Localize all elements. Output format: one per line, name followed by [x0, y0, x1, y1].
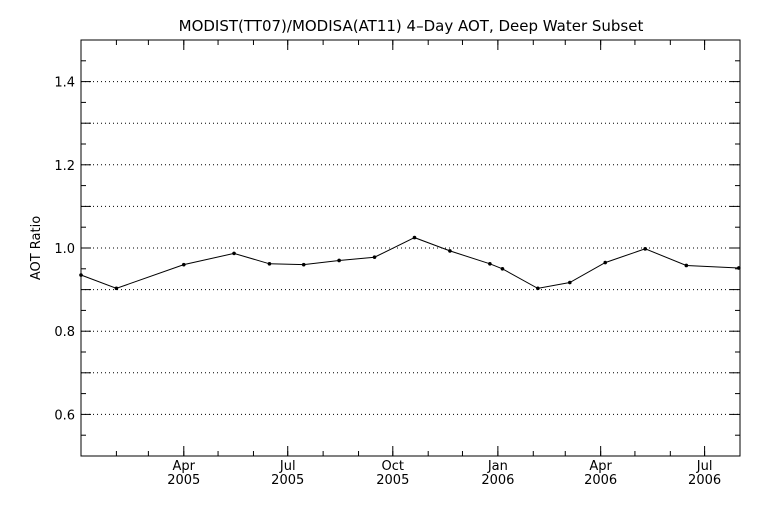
- data-point: [536, 286, 540, 291]
- y-tick-label: 1.2: [54, 159, 75, 174]
- data-point: [267, 262, 272, 266]
- data-point: [603, 260, 608, 265]
- y-axis-label: AOT Ratio: [29, 216, 44, 280]
- x-tick-year-label: 2006: [584, 473, 617, 488]
- x-tick-year-label: 2006: [688, 473, 721, 488]
- data-point: [412, 235, 417, 240]
- data-point: [232, 251, 236, 256]
- data-point: [488, 262, 492, 266]
- x-tick-year-label: 2005: [271, 473, 304, 488]
- data-point: [643, 247, 648, 251]
- plot-frame: [80, 39, 741, 457]
- x-tick-month-label: Apr: [589, 459, 612, 474]
- data-point: [448, 249, 452, 253]
- y-tick-label: 1.4: [54, 76, 75, 91]
- data-point: [181, 262, 186, 267]
- series-line: [80, 237, 739, 289]
- data-point: [301, 262, 306, 267]
- axis-ticks: [81, 40, 740, 456]
- x-tick-year-label: 2006: [481, 473, 514, 488]
- x-tick-year-label: 2005: [376, 473, 409, 488]
- y-tick-label: 0.8: [54, 325, 75, 340]
- data-point: [337, 258, 341, 263]
- tick-labels: 0.60.81.01.21.4Apr2005Jul2005Oct2005Jan2…: [54, 76, 721, 488]
- x-tick-month-label: Apr: [173, 459, 196, 474]
- data-point: [684, 263, 689, 268]
- x-tick-month-label: Oct: [382, 459, 404, 474]
- y-tick-label: 0.6: [54, 408, 75, 423]
- data-series: [79, 235, 741, 291]
- data-point: [372, 255, 377, 259]
- data-point: [500, 267, 505, 271]
- chart-title: MODIST(TT07)/MODISA(AT11) 4–Day AOT, Dee…: [179, 17, 644, 35]
- x-tick-year-label: 2005: [167, 473, 200, 488]
- x-tick-month-label: Jul: [696, 459, 713, 474]
- y-tick-label: 1.0: [54, 242, 75, 257]
- x-tick-month-label: Jul: [279, 459, 296, 474]
- data-point: [114, 286, 119, 291]
- data-point: [568, 280, 572, 285]
- x-tick-month-label: Jan: [487, 459, 508, 474]
- grid-lines: [81, 81, 740, 415]
